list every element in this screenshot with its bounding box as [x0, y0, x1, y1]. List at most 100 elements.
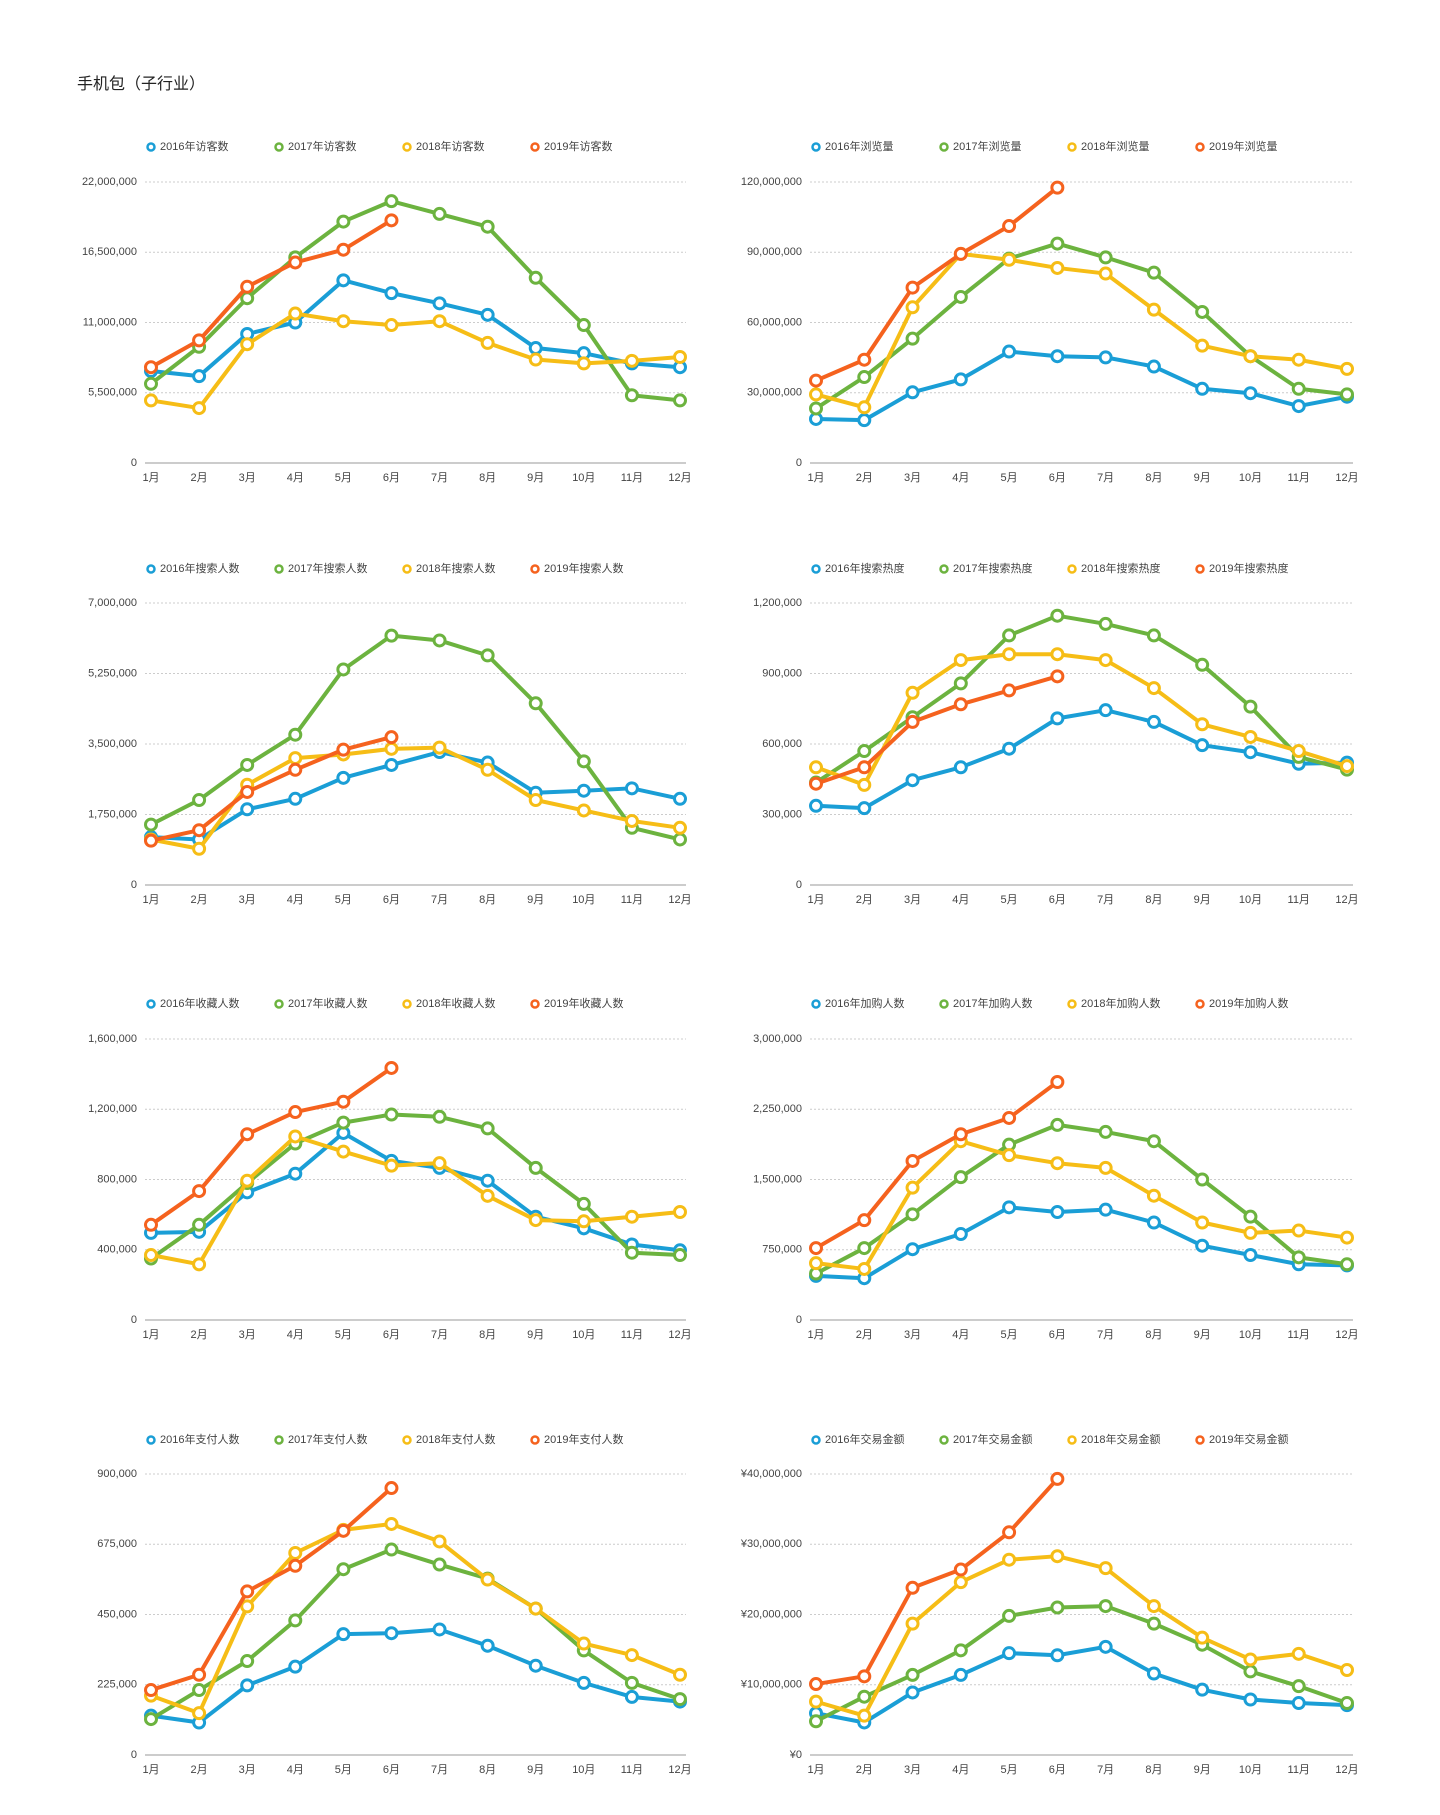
legend-label: 2019年加购人数 — [1209, 996, 1288, 1010]
y-tick-label: 5,250,000 — [88, 667, 137, 679]
legend-label: 2019年收藏人数 — [544, 996, 623, 1010]
legend-label: 2017年支付人数 — [288, 1432, 367, 1446]
data-point — [1098, 616, 1113, 631]
data-point — [192, 823, 207, 838]
x-tick-label: 9月 — [1194, 1329, 1211, 1341]
y-tick-label: 30,000,000 — [747, 387, 802, 399]
x-tick-label: 3月 — [239, 1329, 256, 1341]
series-line — [149, 1112, 682, 1261]
data-point — [1002, 1608, 1017, 1623]
data-point — [1002, 628, 1017, 643]
x-tick-label: 4月 — [952, 1329, 969, 1341]
data-point — [1291, 1250, 1306, 1265]
x-tick-label: 8月 — [1145, 1329, 1162, 1341]
x-tick-label: 11月 — [621, 472, 643, 484]
data-point — [1098, 250, 1113, 265]
data-point — [480, 1638, 495, 1653]
data-point — [240, 757, 255, 772]
y-tick-label: 1,200,000 — [88, 1103, 137, 1115]
data-point — [192, 1217, 207, 1232]
data-point — [1050, 1600, 1065, 1615]
data-point — [1243, 1209, 1258, 1224]
data-point — [1050, 1205, 1065, 1220]
data-point — [144, 817, 158, 832]
y-tick-label: ¥0 — [789, 1749, 802, 1761]
data-point — [240, 1173, 255, 1188]
x-tick-label: 8月 — [479, 1764, 496, 1776]
data-point — [905, 773, 920, 788]
data-point — [953, 760, 968, 775]
data-point — [528, 270, 543, 285]
data-point — [1243, 729, 1258, 744]
x-tick-label: 12月 — [668, 1329, 691, 1341]
legend-label: 2017年搜索人数 — [288, 561, 367, 575]
x-tick-label: 6月 — [1049, 1764, 1066, 1776]
x-tick-label: 5月 — [1001, 1764, 1018, 1776]
data-point — [1050, 1471, 1065, 1486]
legend-marker — [1195, 1435, 1205, 1445]
data-point — [953, 289, 968, 304]
legend-label: 2016年交易金额 — [825, 1432, 904, 1446]
data-point — [624, 1209, 639, 1224]
series-line — [149, 1134, 682, 1267]
data-point — [192, 792, 207, 807]
x-tick-label: 6月 — [383, 1764, 400, 1776]
x-tick-label: 12月 — [1335, 1764, 1358, 1776]
data-point — [576, 803, 591, 818]
data-point — [1146, 628, 1161, 643]
data-point — [432, 1156, 447, 1171]
series-line — [814, 251, 1349, 410]
x-tick-label: 4月 — [952, 1764, 969, 1776]
data-point — [288, 762, 303, 777]
y-tick-label: ¥20,000,000 — [740, 1608, 802, 1620]
series-line — [149, 735, 394, 843]
data-point — [1146, 1666, 1161, 1681]
data-point — [144, 1248, 158, 1263]
legend-label: 2016年支付人数 — [160, 1432, 239, 1446]
data-point — [1243, 1652, 1258, 1667]
data-point — [809, 373, 823, 388]
y-tick-label: 0 — [796, 879, 802, 891]
data-point — [240, 279, 255, 294]
legend-marker — [1195, 564, 1205, 574]
data-point — [192, 1706, 207, 1721]
data-point — [288, 791, 303, 806]
data-point — [528, 1658, 543, 1673]
data-point — [624, 813, 639, 828]
data-point — [953, 1562, 968, 1577]
legend-marker — [1195, 142, 1205, 152]
x-tick-label: 5月 — [335, 894, 352, 906]
y-tick-label: 1,750,000 — [88, 808, 137, 820]
series-line — [814, 1122, 1349, 1276]
series-line — [814, 185, 1060, 383]
legend-label: 2016年浏览量 — [825, 139, 893, 153]
data-point — [1002, 1646, 1017, 1661]
data-point — [1098, 1202, 1113, 1217]
data-point — [480, 1121, 495, 1136]
legend-marker — [274, 142, 284, 152]
data-point — [953, 372, 968, 387]
data-point — [432, 206, 447, 221]
data-point — [953, 1227, 968, 1242]
data-point — [384, 286, 399, 301]
y-tick-label: 225,000 — [97, 1679, 137, 1691]
data-point — [1002, 1552, 1017, 1567]
x-tick-label: 7月 — [431, 472, 448, 484]
series-line — [149, 1521, 682, 1716]
data-point — [1050, 669, 1065, 684]
data-point — [576, 754, 591, 769]
data-point — [1146, 265, 1161, 280]
x-tick-label: 8月 — [1145, 1764, 1162, 1776]
legend-label: 2018年搜索人数 — [416, 561, 495, 575]
legend-label: 2019年浏览量 — [1209, 139, 1277, 153]
data-point — [576, 1196, 591, 1211]
y-tick-label: 7,000,000 — [88, 597, 137, 609]
x-tick-label: 12月 — [668, 894, 691, 906]
y-tick-label: 900,000 — [97, 1468, 137, 1480]
data-point — [624, 1648, 639, 1663]
data-point — [905, 385, 920, 400]
data-point — [673, 820, 687, 835]
data-point — [673, 393, 687, 408]
legend-label: 2016年访客数 — [160, 139, 228, 153]
data-point — [192, 369, 207, 384]
